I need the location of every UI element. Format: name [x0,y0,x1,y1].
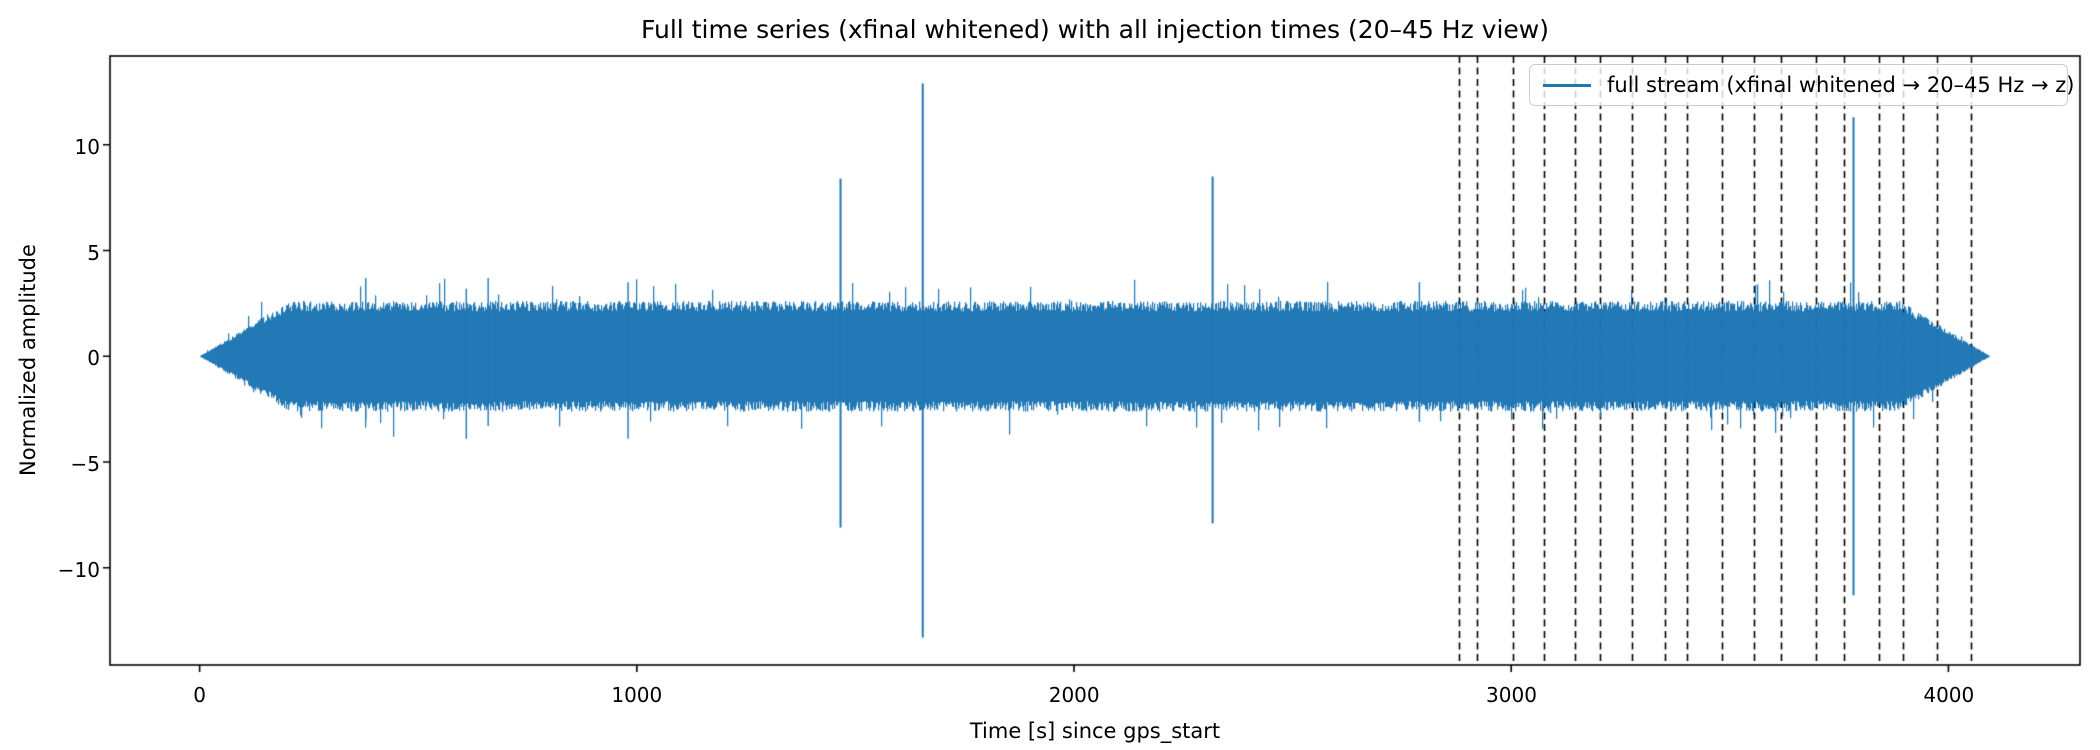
x-tick-label-1: 1000 [611,683,663,707]
legend: full stream (xfinal whitened → 20–45 Hz … [1529,64,2074,106]
x-axis-label: Time [s] since gps_start [969,719,1221,743]
y-tick-label-0: 0 [87,346,100,371]
y-tick-label-5: 5 [87,240,100,265]
y-tick-label-m10: −10 [57,557,100,582]
y-tick-label-10: 10 [74,134,100,159]
legend-label: full stream (xfinal whitened → 20–45 Hz … [1607,73,2075,97]
x-tick-label-4: 4000 [1923,683,1975,707]
legend-line-sample [1543,83,1591,87]
x-tick-label-3: 3000 [1486,683,1537,707]
chart-title: Full time series (xfinal whitened) with … [641,15,1549,44]
y-tick-label-m5: −5 [70,452,100,477]
x-tick-label-0: 0 [193,683,206,707]
x-tick-label-2: 2000 [1048,683,1100,707]
